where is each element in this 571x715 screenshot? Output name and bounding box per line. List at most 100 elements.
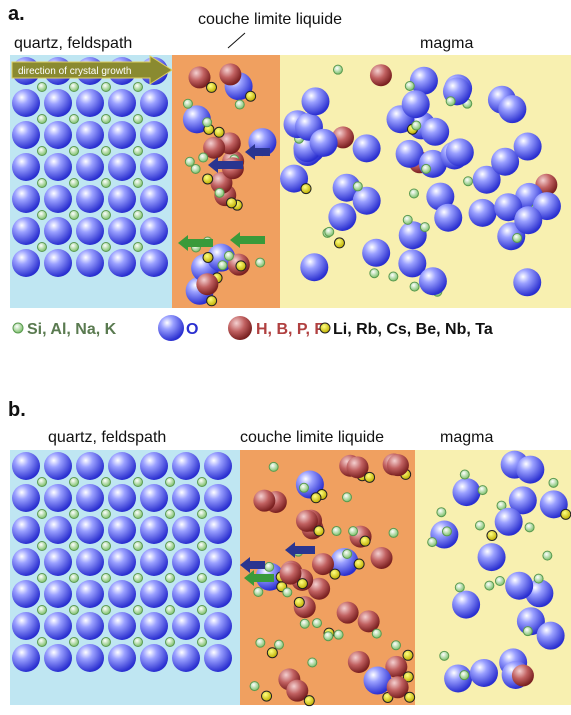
si-atom (38, 179, 47, 188)
si-atom (313, 619, 322, 628)
si-atom (420, 223, 429, 232)
legend-label: Li, Rb, Cs, Be, Nb, Ta (333, 321, 493, 338)
si-atom (38, 115, 47, 124)
oxygen (12, 548, 40, 576)
si-atom (332, 527, 341, 536)
si-atom (102, 147, 111, 156)
si-atom (199, 153, 208, 162)
si-atom (134, 478, 143, 487)
si-atom (224, 251, 233, 260)
si-atom (198, 638, 207, 647)
si-atom (102, 638, 111, 647)
si-atom (349, 527, 358, 536)
oxygen (76, 121, 104, 149)
li-atom (203, 174, 213, 184)
oxygen (172, 516, 200, 544)
h-atom (337, 602, 359, 624)
li-atom (236, 261, 246, 271)
si-atom (353, 182, 362, 191)
si-atom (324, 632, 333, 641)
oxygen (140, 217, 168, 245)
oxygen (140, 89, 168, 117)
si-atom (102, 574, 111, 583)
h-atom (196, 273, 218, 295)
oxygen (12, 249, 40, 277)
oxygen (12, 185, 40, 213)
oxygen (76, 452, 104, 480)
si-atom (372, 629, 381, 638)
si-atom (134, 115, 143, 124)
oxygen (108, 580, 136, 608)
si-atom (70, 147, 79, 156)
oxygen (76, 516, 104, 544)
si-atom (134, 510, 143, 519)
oxygen (44, 580, 72, 608)
oxygen (44, 516, 72, 544)
oxygen (44, 548, 72, 576)
oxygen (140, 452, 168, 480)
oxygen (470, 659, 498, 687)
oxygen (12, 484, 40, 512)
oxygen (76, 580, 104, 608)
oxygen (516, 456, 544, 484)
si-atom (38, 243, 47, 252)
oxygen (172, 644, 200, 672)
oxygen (108, 516, 136, 544)
si-atom (183, 99, 192, 108)
diagram: direction of crystal growth a. couche li… (0, 0, 571, 710)
si-atom (102, 243, 111, 252)
si-atom (70, 83, 79, 92)
oxygen (76, 89, 104, 117)
si-atom (523, 627, 532, 636)
si-atom (102, 510, 111, 519)
oxygen (362, 239, 390, 267)
si-atom (70, 574, 79, 583)
si-atom (166, 542, 175, 551)
si-atom (389, 272, 398, 281)
si-atom (134, 83, 143, 92)
oxygen (172, 548, 200, 576)
li-atom (246, 91, 256, 101)
oxygen (301, 87, 329, 115)
oxygen (140, 580, 168, 608)
si-atom (485, 581, 494, 590)
si-atom (166, 606, 175, 615)
oxygen (44, 644, 72, 672)
oxygen (108, 249, 136, 277)
si-atom (185, 157, 194, 166)
si-atom (437, 508, 446, 517)
oxygen (514, 133, 542, 161)
oxygen (140, 185, 168, 213)
oxygen (44, 484, 72, 512)
h-atom (371, 547, 393, 569)
si-atom (134, 147, 143, 156)
oxygen (44, 612, 72, 640)
oxygen (140, 548, 168, 576)
si-atom (70, 510, 79, 519)
si-atom (198, 606, 207, 615)
oxygen (108, 644, 136, 672)
oxygen (76, 484, 104, 512)
si-atom (513, 233, 522, 242)
legend-label: O (186, 321, 198, 338)
si-atom (543, 551, 552, 560)
oxygen (469, 199, 497, 227)
si-atom (464, 177, 473, 186)
si-atom (134, 211, 143, 220)
si-atom (495, 577, 504, 586)
oxygen (12, 121, 40, 149)
si-atom (70, 606, 79, 615)
oxygen (76, 153, 104, 181)
li-atom (262, 691, 272, 701)
si-atom (102, 478, 111, 487)
li-atom (311, 493, 321, 503)
zone-label: magma (440, 429, 493, 446)
h-atom (387, 454, 409, 476)
oxygen (446, 138, 474, 166)
si-atom (70, 179, 79, 188)
li-atom (354, 559, 364, 569)
si-atom (38, 478, 47, 487)
li-atom (314, 526, 324, 536)
si-atom (102, 179, 111, 188)
pointer (228, 33, 245, 48)
